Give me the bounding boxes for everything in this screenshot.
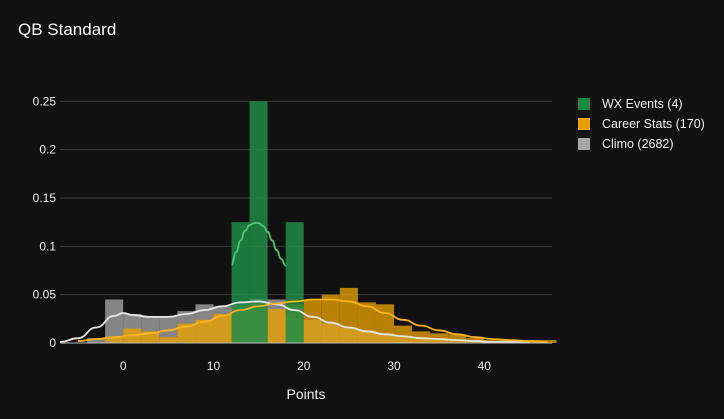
- bar[interactable]: [177, 323, 196, 343]
- legend-label-wx-events: WX Events (4): [602, 97, 683, 111]
- legend-swatch-career-stats: [578, 118, 590, 130]
- y-tick-label: 0.25: [33, 94, 57, 108]
- bar[interactable]: [159, 337, 178, 343]
- chart-title: QB Standard: [18, 20, 117, 39]
- legend-label-career-stats: Career Stats (170): [602, 117, 705, 131]
- bar[interactable]: [375, 304, 395, 343]
- x-tick-label: 0: [120, 359, 127, 373]
- y-tick-label: 0.15: [33, 191, 57, 205]
- legend: WX Events (4) Career Stats (170) Climo (…: [578, 94, 705, 154]
- bar[interactable]: [105, 299, 124, 344]
- kde-curves: [59, 222, 548, 344]
- x-tick-label: 30: [387, 359, 401, 373]
- legend-item-climo[interactable]: Climo (2682): [578, 134, 705, 154]
- axes: 0 0.05 0.1 0.15 0.2 0.25 0 10 20 30 40 Points: [33, 94, 552, 402]
- bar[interactable]: [159, 315, 178, 343]
- legend-swatch-wx-events: [578, 98, 590, 110]
- y-tick-label: 0: [49, 336, 56, 350]
- series-1-kde-line: [78, 298, 548, 343]
- bar[interactable]: [303, 299, 322, 344]
- bar[interactable]: [267, 309, 286, 343]
- series-2-bars: [231, 101, 304, 343]
- bar[interactable]: [321, 294, 340, 343]
- legend-label-climo: Climo (2682): [602, 137, 674, 151]
- bar[interactable]: [249, 101, 268, 343]
- bar[interactable]: [87, 338, 106, 343]
- legend-item-career-stats[interactable]: Career Stats (170): [578, 114, 705, 134]
- bar[interactable]: [394, 325, 413, 343]
- series-2-kde-line: [231, 222, 287, 267]
- y-tick-label: 0.1: [39, 239, 56, 253]
- bar[interactable]: [195, 319, 214, 343]
- bar[interactable]: [141, 331, 160, 343]
- y-tick-label: 0.05: [33, 288, 57, 302]
- grid-lines: [60, 100, 552, 296]
- y-tick-label: 0.2: [39, 143, 56, 157]
- x-axis-title: Points: [287, 386, 326, 402]
- bar[interactable]: [448, 334, 467, 343]
- bars: [87, 101, 557, 344]
- bar[interactable]: [412, 331, 431, 343]
- bar[interactable]: [213, 314, 232, 343]
- legend-swatch-climo: [578, 138, 590, 150]
- bar[interactable]: [339, 287, 358, 343]
- x-tick-label: 10: [207, 359, 221, 373]
- series-0-kde-line: [59, 300, 530, 344]
- x-tick-label: 40: [478, 359, 492, 373]
- x-tick-label: 20: [297, 359, 311, 373]
- bar[interactable]: [105, 337, 124, 343]
- bar[interactable]: [430, 333, 449, 343]
- legend-item-wx-events[interactable]: WX Events (4): [578, 94, 705, 114]
- bar[interactable]: [357, 302, 376, 343]
- bar[interactable]: [285, 222, 304, 343]
